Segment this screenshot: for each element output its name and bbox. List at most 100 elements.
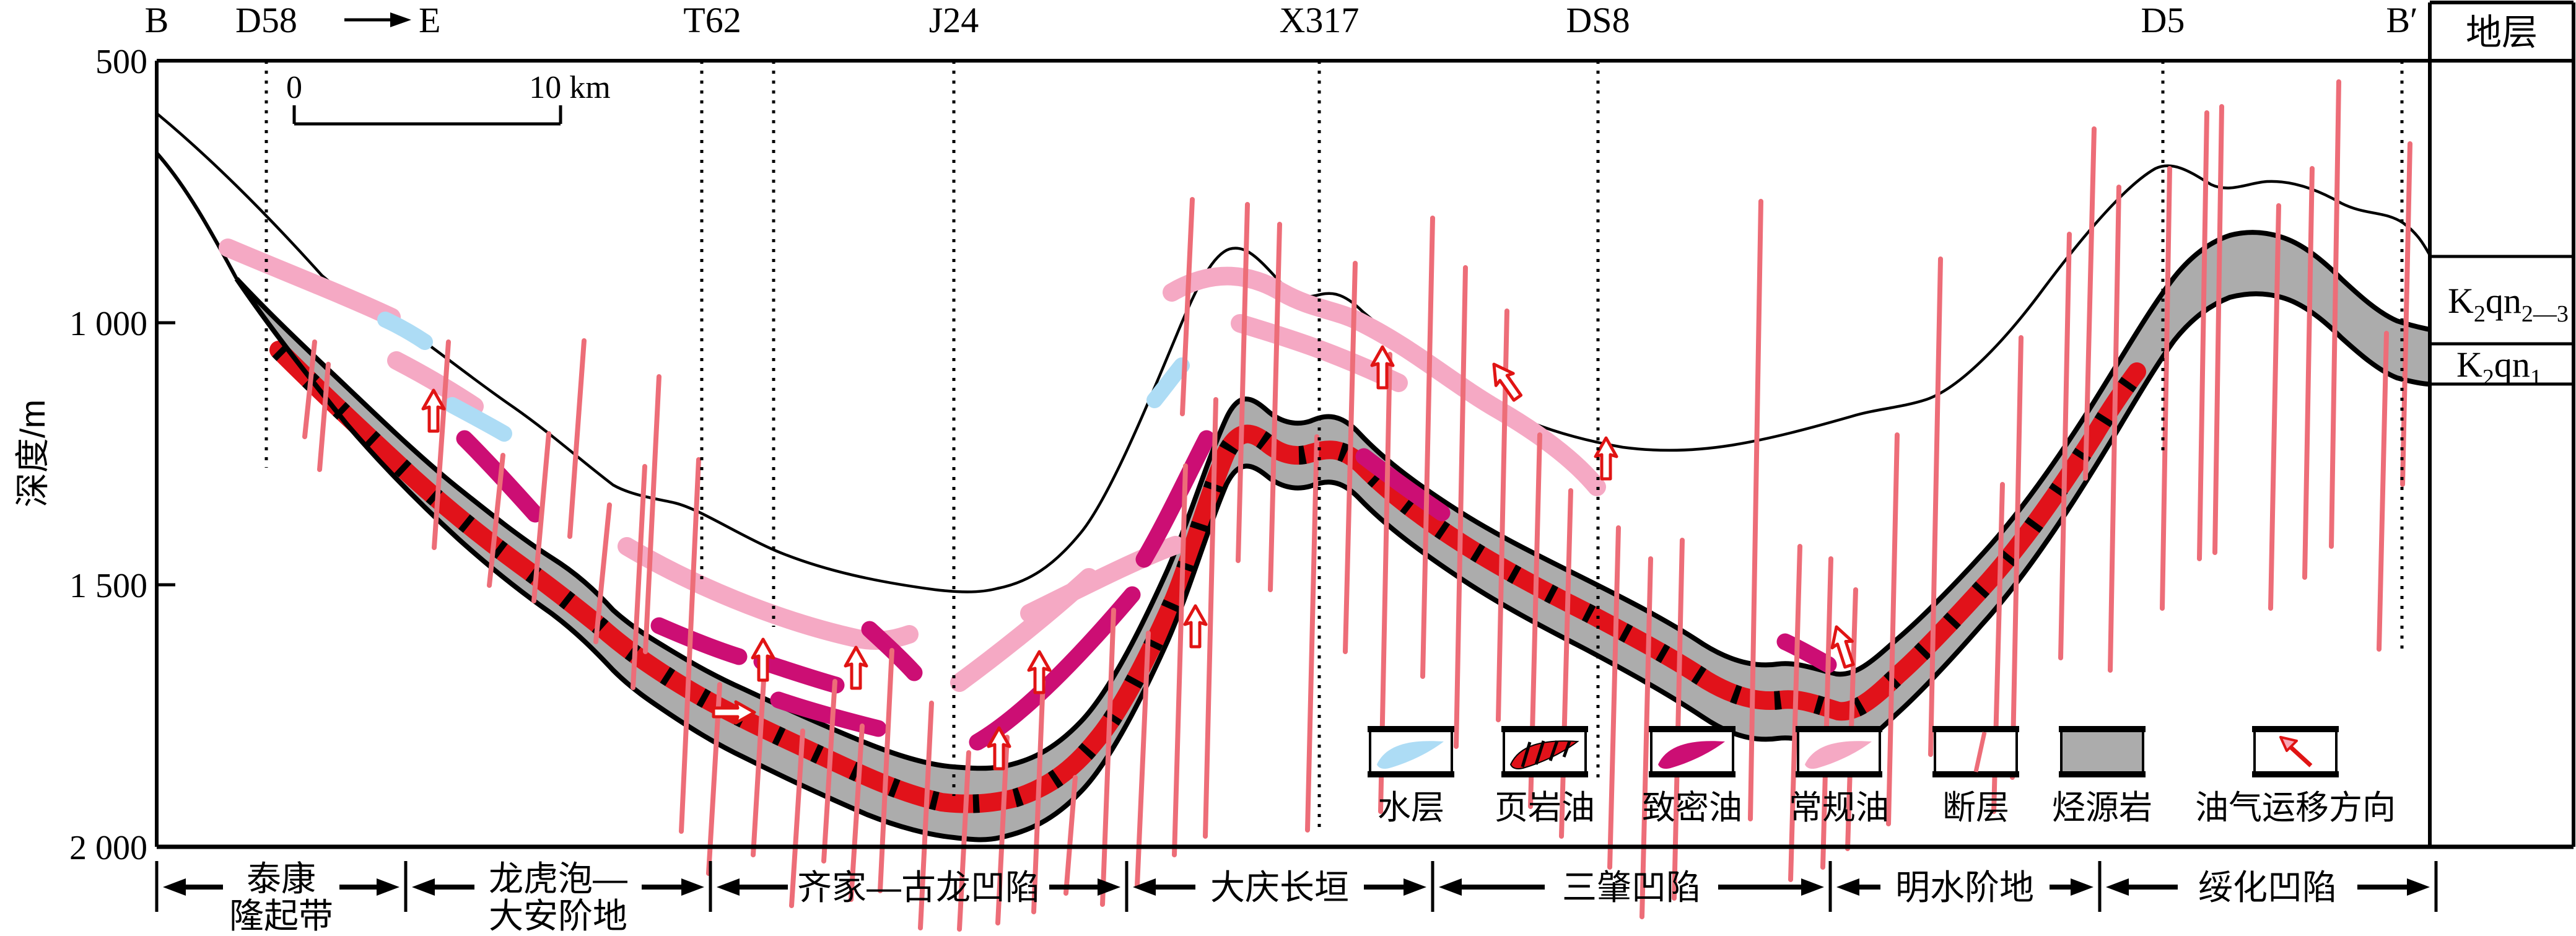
legend-swatch-fault	[1932, 726, 2019, 777]
migration-arrow-icon	[1185, 606, 1206, 647]
direction-east-label: E	[419, 0, 440, 40]
legend-labels: 水层 页岩油 致密油 常规油 断层 烃源岩 油气运移方向	[1378, 789, 2396, 826]
fault-line	[1172, 463, 1188, 857]
strat-header: 地层	[2466, 12, 2538, 53]
water-layer-pod	[1146, 357, 1190, 408]
zone-arrowheads	[163, 878, 2430, 896]
fault-line	[2083, 126, 2097, 481]
fault-line	[2108, 185, 2121, 673]
zone-label-daqing: 大庆长垣	[1210, 868, 1349, 907]
fault-line	[957, 750, 971, 932]
legend-label-water: 水层	[1378, 789, 1444, 826]
legend-swatch-conventional-oil	[1796, 726, 1882, 777]
fault-line	[631, 464, 647, 690]
legend-label-fault: 断层	[1942, 789, 2009, 826]
well-lines	[264, 61, 2404, 830]
zone-label-taikang-1: 泰康	[247, 859, 316, 898]
fault-line	[878, 648, 894, 893]
horizon-left-k2qn1-top	[155, 152, 238, 280]
fault-line	[1886, 432, 1900, 826]
tight-oil-pod	[650, 617, 748, 665]
fault-line	[567, 338, 587, 539]
fault-line	[487, 453, 505, 588]
fault-line	[317, 362, 331, 472]
scale-bar: 0 10 km	[286, 70, 611, 126]
fault-line	[1268, 222, 1282, 592]
depth-axis-labels: 500 1 000 1 500 2 000 深度/m	[13, 43, 147, 867]
fault-line	[849, 724, 865, 902]
tick-label-500: 500	[95, 43, 147, 81]
tick-label-1500: 1 500	[69, 567, 147, 605]
fault-line	[2160, 166, 2172, 611]
fault-line	[593, 502, 612, 644]
fault-line	[679, 457, 701, 834]
zone-boundary-ticks	[155, 861, 2438, 912]
zone-label-qijia-gulong: 齐家—古龙凹陷	[797, 868, 1040, 907]
fault-line	[1063, 775, 1078, 896]
conventional-oil-pod	[1020, 536, 1185, 623]
fault-line	[1236, 202, 1250, 563]
fault-line	[1672, 538, 1685, 901]
legend-label-conventional: 常规油	[1789, 789, 1889, 826]
zone-label-taikang-2: 隆起带	[229, 896, 333, 935]
depth-axis-title: 深度/m	[13, 400, 52, 507]
tick-label-2000: 2 000	[69, 829, 147, 867]
fault-line	[1100, 608, 1116, 907]
fault-line	[1343, 261, 1358, 654]
fault-line	[1607, 525, 1621, 870]
fault-line	[2212, 104, 2224, 555]
fault-line	[1180, 197, 1195, 416]
well-label-t62: T62	[683, 0, 741, 40]
strat-column: 地层 K2qn2—3 K2qn1	[2428, 1, 2575, 847]
fault-line-icon	[1973, 732, 1987, 772]
scale-ten-km-label: 10 km	[529, 70, 610, 105]
strat-unit-k2qn23: K2qn2—3	[2448, 281, 2569, 327]
fault-line	[1820, 556, 1833, 870]
conventional-oil-pod	[387, 351, 484, 416]
tick-label-1000: 1 000	[69, 305, 147, 343]
legend-label-migration: 油气运移方向	[2195, 789, 2396, 826]
top-labels: B D58 T62 J24 X317 DS8 D5 B′ E	[145, 0, 2418, 40]
legend-swatches	[1368, 726, 2339, 777]
legend-swatch-water	[1368, 726, 1454, 777]
zone-label-suihua: 绥化凹陷	[2198, 868, 2337, 907]
legend-swatch-shale-oil	[1501, 726, 1588, 777]
legend-label-source-rock: 烃源岩	[2052, 789, 2152, 826]
tight-oil-pod	[770, 691, 887, 737]
fault-line	[2329, 79, 2341, 549]
fault-line	[1845, 587, 1858, 851]
fault-line	[995, 735, 1010, 925]
fault-line	[1454, 265, 1468, 749]
migration-arrow-icon	[845, 647, 867, 688]
water-layer-pods	[377, 312, 1190, 442]
fault-line	[1305, 434, 1319, 833]
shale-oil-hachure-icon	[1521, 740, 1571, 768]
fault-line	[2268, 203, 2281, 611]
fault-line	[2010, 335, 2024, 780]
fault-line	[1639, 556, 1653, 919]
conventional-oil-pod	[219, 238, 401, 326]
zone-brackets: 泰康 隆起带 龙虎泡— 大安阶地 齐家—古龙凹陷 大庆长垣 三肇凹陷 明水阶地 …	[155, 859, 2438, 935]
fault-line	[1748, 199, 1763, 821]
zone-labels: 泰康 隆起带 龙虎泡— 大安阶地 齐家—古龙凹陷 大庆长垣 三肇凹陷 明水阶地 …	[229, 859, 2337, 935]
well-label-j24: J24	[929, 0, 979, 40]
migration-direction-arrow-icon	[2279, 736, 2313, 768]
plot-frame	[155, 59, 2574, 849]
fault-line	[1559, 488, 1573, 839]
fault-line	[918, 701, 934, 930]
fault-line	[531, 431, 551, 603]
zone-label-longhupao-1: 龙虎泡—	[489, 859, 627, 898]
direction-east-arrow-icon	[344, 12, 411, 27]
legend-label-tight-oil: 致密油	[1642, 789, 1742, 826]
well-label-d58: D58	[235, 0, 297, 40]
shale-oil-band	[269, 341, 2146, 813]
legend: 水层 页岩油 致密油 常规油 断层 烃源岩 油气运移方向	[1368, 726, 2396, 826]
fault-line	[1420, 216, 1435, 679]
fault-line	[432, 339, 451, 550]
fault-line	[1788, 544, 1802, 882]
section-start-label: B	[145, 0, 169, 40]
fault-line	[2197, 110, 2209, 561]
tight-oil-pod	[1355, 448, 1451, 522]
water-layer-pod	[377, 312, 433, 350]
